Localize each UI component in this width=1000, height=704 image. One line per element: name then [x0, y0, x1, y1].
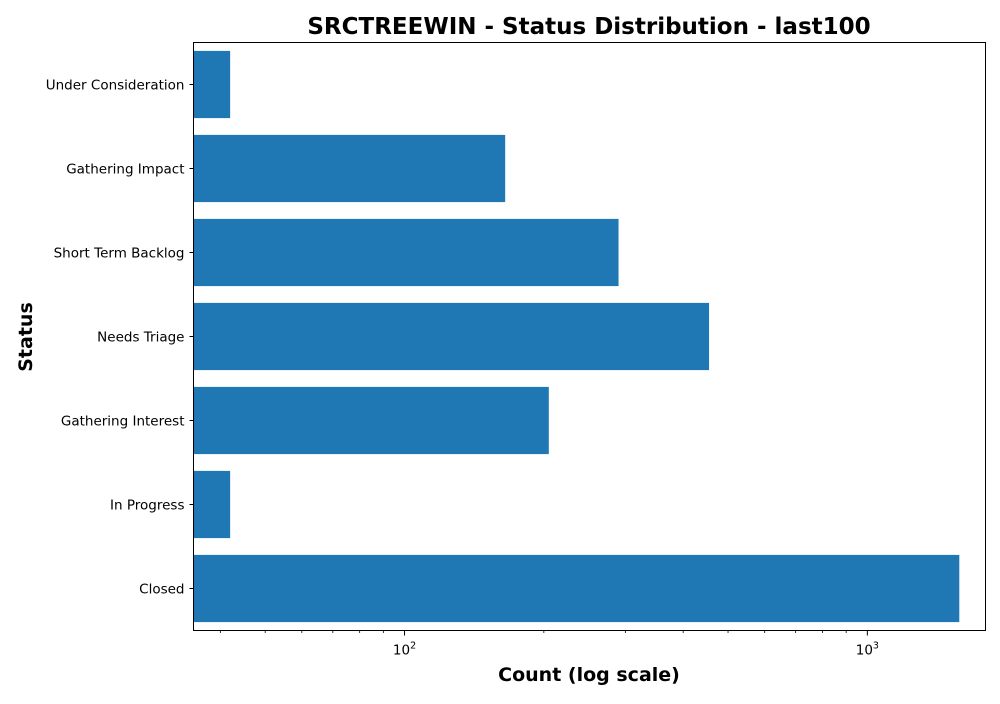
x-axis-label: Count (log scale)	[498, 664, 680, 686]
bar	[193, 50, 231, 119]
bar	[193, 134, 506, 203]
bar	[193, 218, 619, 287]
y-tick-label: Gathering Impact	[66, 162, 184, 178]
x-minor-ticks	[219, 630, 847, 633]
x-tick-label: 103	[856, 641, 879, 659]
bar	[193, 386, 549, 455]
y-axis-label: Status	[15, 302, 37, 372]
y-tick-label: Gathering Interest	[61, 414, 185, 430]
bars-layer	[193, 50, 960, 623]
y-tick-label: Short Term Backlog	[54, 246, 185, 262]
bar	[193, 470, 231, 539]
bar	[193, 302, 710, 371]
bar	[193, 554, 960, 623]
chart-title: SRCTREEWIN - Status Distribution - last1…	[307, 14, 870, 40]
x-axis: 102 103	[219, 630, 879, 659]
y-tick-label: Needs Triage	[97, 330, 184, 346]
y-axis: Under Consideration Gathering Impact Short…	[46, 78, 194, 598]
y-tick-label: Under Consideration	[46, 78, 185, 94]
x-tick-label: 102	[393, 641, 416, 659]
y-tick-label: Closed	[139, 582, 184, 598]
y-tick-label: In Progress	[110, 498, 184, 514]
